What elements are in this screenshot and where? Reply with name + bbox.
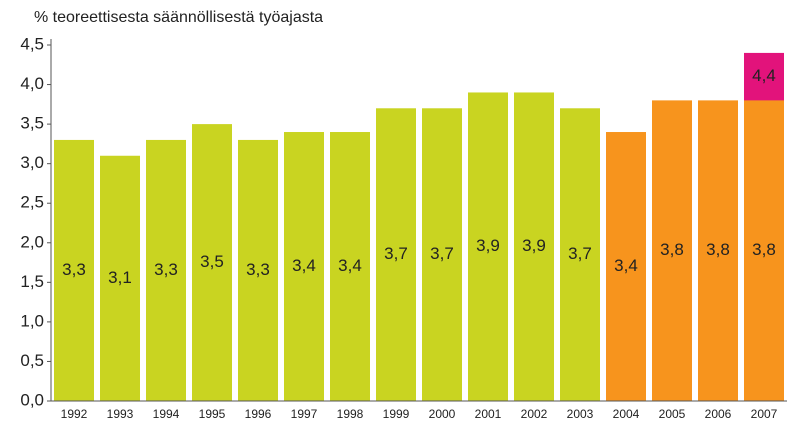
x-tick-label: 2001 [475,407,502,421]
x-tick-label: 1996 [245,407,272,421]
value-label: 3,8 [660,240,684,259]
bar [422,108,462,402]
value-label: 3,8 [752,240,776,259]
value-label: 3,7 [430,244,454,263]
value-label: 3,8 [706,240,730,259]
bar [652,100,692,401]
bar [468,92,508,401]
bar [606,132,646,401]
value-label: 4,4 [752,66,776,85]
bar [514,92,554,401]
x-tick-label: 1994 [153,407,180,421]
bar [698,100,738,401]
bar [376,108,416,402]
x-tick-label: 1992 [61,407,88,421]
value-label: 3,4 [338,256,362,275]
y-tick-label: 0,5 [20,351,44,370]
x-tick-label: 1995 [199,407,226,421]
value-label: 3,3 [154,260,178,279]
y-tick-label: 4,5 [20,34,44,53]
bar [284,132,324,401]
y-tick-label: 3,5 [20,114,44,133]
y-tick-label: 0,0 [20,390,44,409]
value-label: 3,4 [292,256,316,275]
bar [238,139,278,401]
value-label: 3,7 [384,244,408,263]
value-label: 3,3 [246,260,270,279]
value-label: 3,4 [614,256,638,275]
value-label: 3,9 [476,236,500,255]
value-label: 3,3 [62,260,86,279]
y-tick-label: 4,0 [20,74,44,93]
bar [54,139,94,401]
value-label: 3,1 [108,268,132,287]
value-label: 3,9 [522,236,546,255]
x-tick-label: 2000 [429,407,456,421]
x-tick-label: 1999 [383,407,410,421]
bar [192,124,232,401]
value-label: 3,5 [200,252,224,271]
y-tick-label: 3,0 [20,153,44,172]
y-tick-label: 1,5 [20,272,44,291]
x-tick-label: 1998 [337,407,364,421]
x-tick-label: 2007 [751,407,778,421]
x-tick-label: 2002 [521,407,548,421]
x-tick-label: 2003 [567,407,594,421]
x-tick-label: 1993 [107,407,134,421]
y-tick-label: 2,0 [20,232,44,251]
bar [100,155,140,401]
y-tick-label: 2,5 [20,193,44,212]
bar [146,139,186,401]
x-tick-label: 2005 [659,407,686,421]
x-tick-label: 2004 [613,407,640,421]
x-tick-label: 2006 [705,407,732,421]
bar [744,100,784,401]
bar [330,132,370,401]
chart-title: % teoreettisesta säännöllisestä työajast… [34,9,323,26]
bar [560,108,600,402]
value-label: 3,7 [568,244,592,263]
x-tick-label: 1997 [291,407,318,421]
y-tick-label: 1,0 [20,311,44,330]
